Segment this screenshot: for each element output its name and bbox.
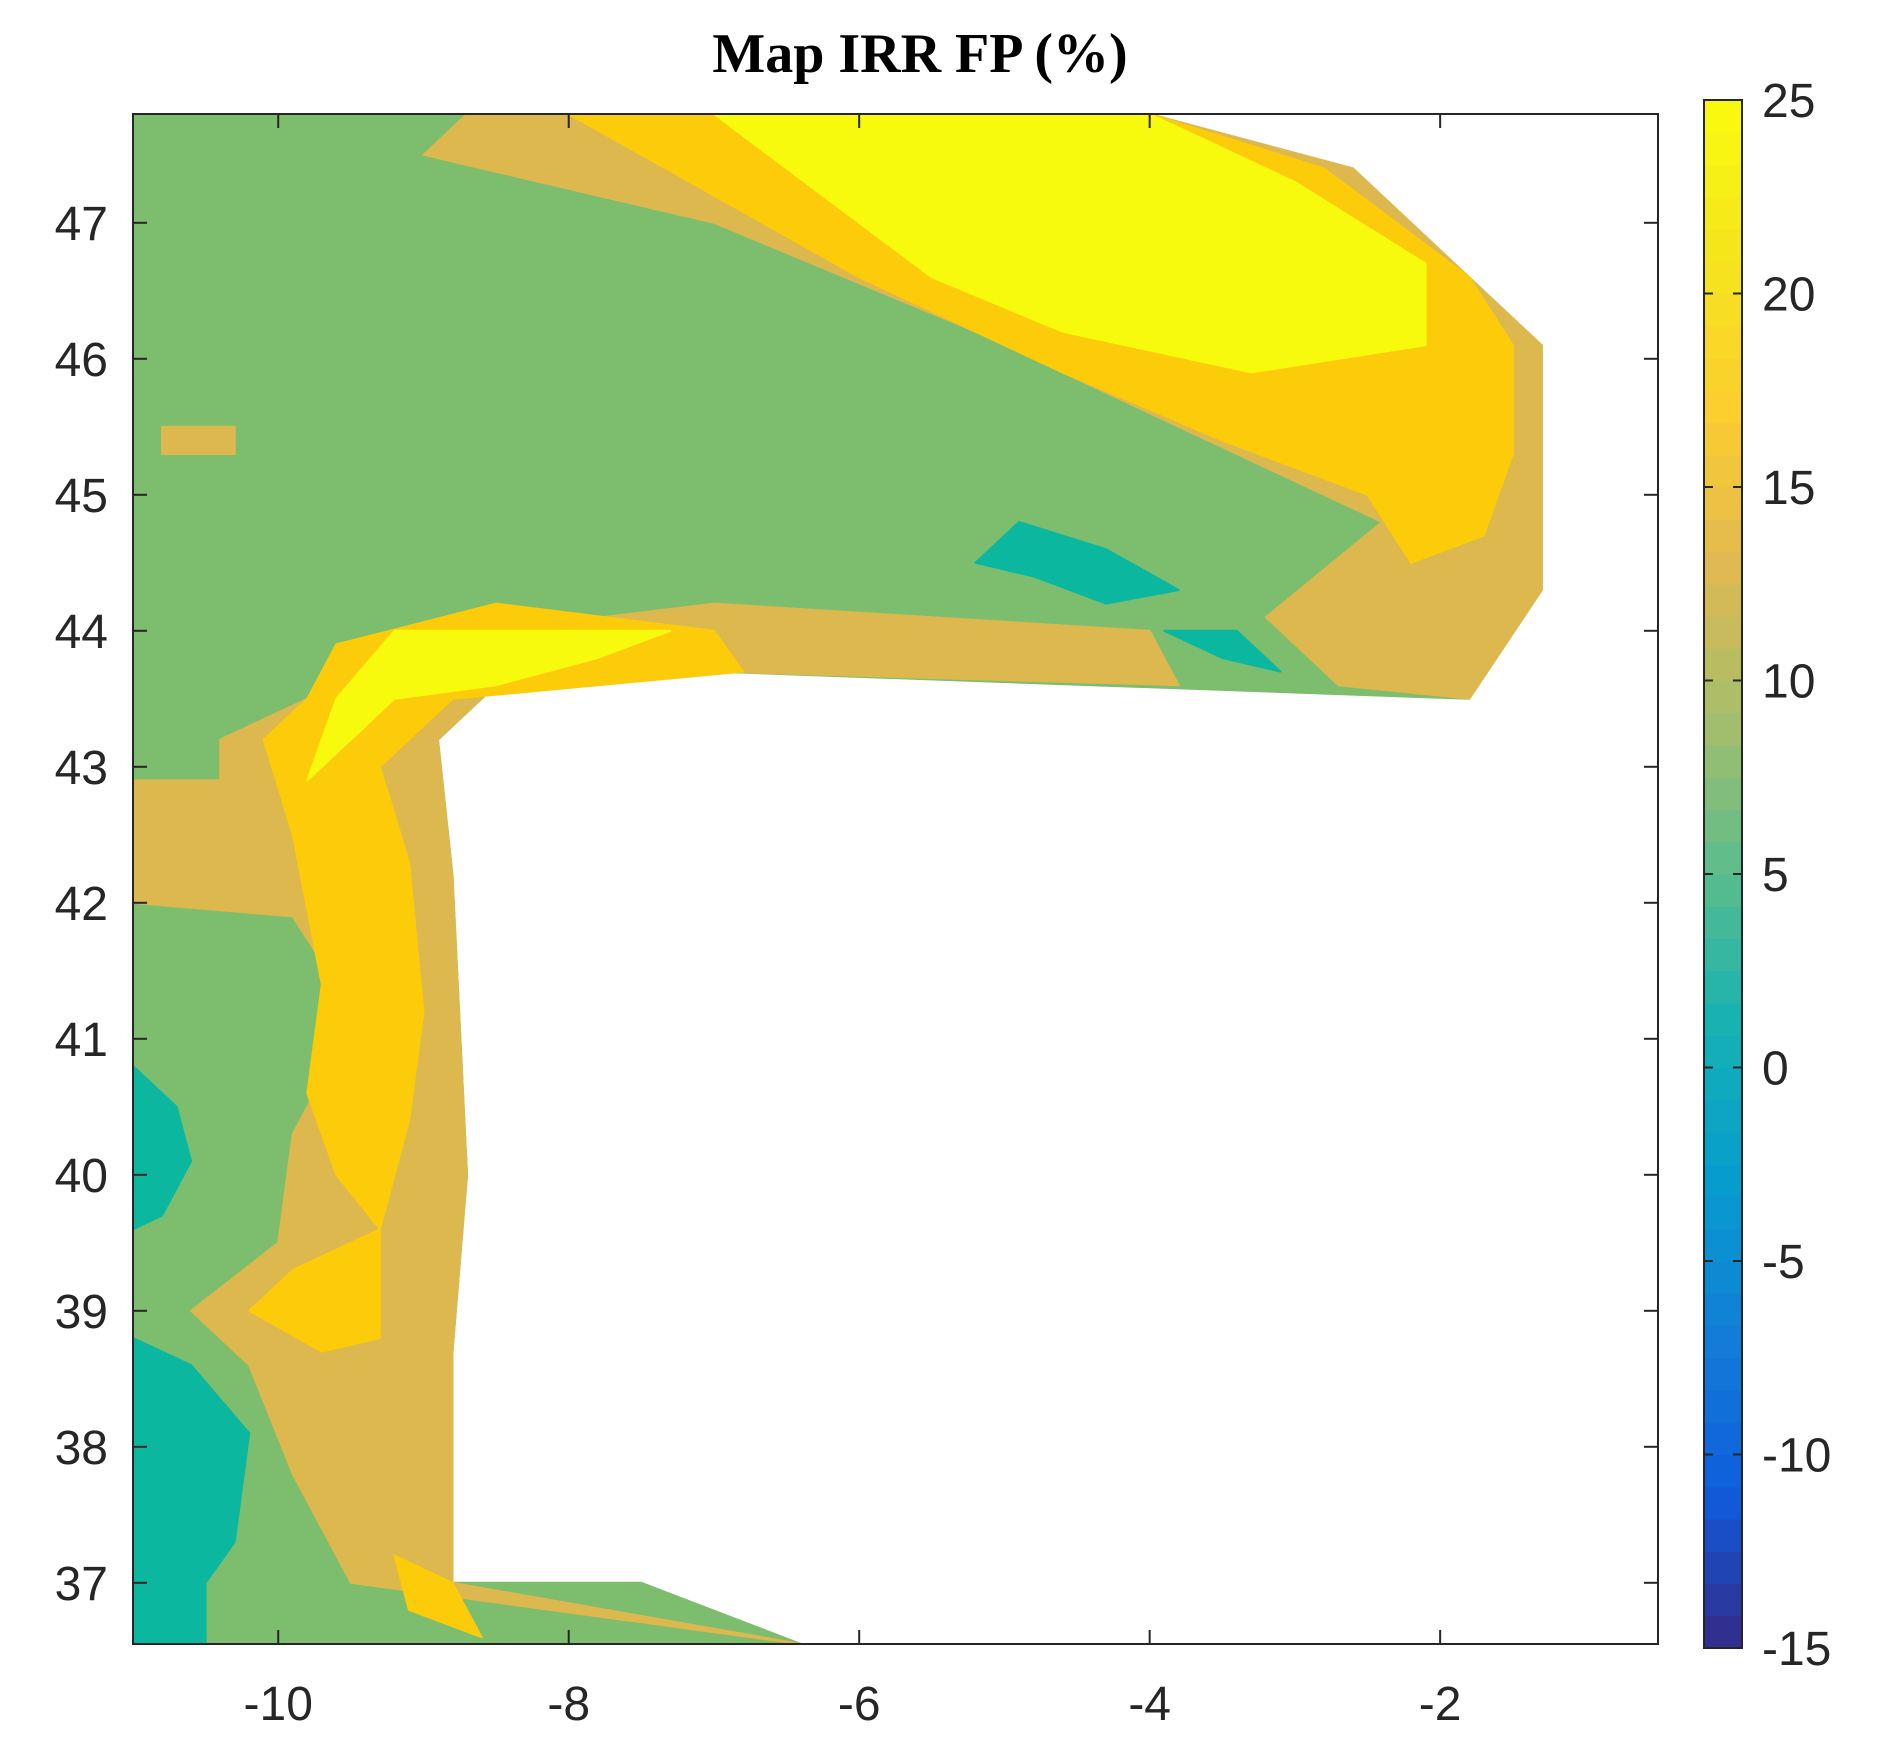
colorbar-band xyxy=(1704,1615,1742,1649)
contour-region-6 xyxy=(393,1554,483,1639)
colorbar-band xyxy=(1704,745,1742,778)
colorbar-band xyxy=(1704,1551,1742,1585)
colorbar-band xyxy=(1704,358,1742,391)
colorbar-band xyxy=(1704,648,1742,682)
colorbar-band xyxy=(1704,1454,1742,1488)
colorbar-tick-label: 25 xyxy=(1762,75,1815,128)
colorbar-band xyxy=(1704,616,1742,649)
y-tick-label: 42 xyxy=(55,878,108,931)
y-tick-label: 46 xyxy=(55,334,108,387)
colorbar-band xyxy=(1704,841,1742,875)
y-tick-label: 41 xyxy=(55,1014,108,1067)
colorbar-band xyxy=(1704,390,1742,424)
colorbar-band xyxy=(1704,1035,1742,1069)
colorbar-band xyxy=(1704,1099,1742,1133)
colorbar-band xyxy=(1704,487,1742,520)
contour-region-11 xyxy=(974,521,1180,605)
colorbar-tick-label: 20 xyxy=(1762,269,1815,322)
y-tick-label: 47 xyxy=(55,198,108,251)
colorbar-band xyxy=(1704,906,1742,940)
colorbar-band xyxy=(1704,293,1742,327)
x-tick-label: -6 xyxy=(838,1678,881,1731)
x-axis: -10 -8 -6 -4 -2 xyxy=(244,114,1462,1731)
colorbar-band xyxy=(1704,1132,1742,1165)
colorbar-tick-label: -10 xyxy=(1762,1430,1831,1483)
contour-region-3 xyxy=(161,425,236,455)
y-axis: 37 38 39 40 41 42 43 44 45 46 47 xyxy=(55,198,1658,1611)
colorbar-band xyxy=(1704,229,1742,262)
colorbar-band xyxy=(1704,132,1742,166)
contour-region-12 xyxy=(1163,629,1282,673)
colorbar-band xyxy=(1704,1325,1742,1359)
colorbar-band xyxy=(1704,196,1742,230)
colorbar-band xyxy=(1704,680,1742,714)
colorbar-band xyxy=(1704,1196,1742,1230)
colorbar-band xyxy=(1704,1519,1742,1552)
y-tick-label: 39 xyxy=(55,1286,108,1339)
plot-frame xyxy=(132,113,1659,1645)
y-tick-label: 37 xyxy=(55,1558,108,1611)
y-tick-label: 43 xyxy=(55,742,108,795)
x-tick-label: -10 xyxy=(244,1678,313,1731)
colorbar-band xyxy=(1704,583,1742,617)
colorbar-tick-label: 0 xyxy=(1762,1043,1789,1096)
colorbar-tick-label: 10 xyxy=(1762,656,1815,709)
colorbar-tick-label: -15 xyxy=(1762,1623,1831,1676)
colorbar-band xyxy=(1704,519,1742,553)
contour-region-5 xyxy=(248,602,744,1353)
colorbar-band xyxy=(1704,712,1742,746)
colorbar-band xyxy=(1704,454,1742,488)
colorbar-band xyxy=(1704,809,1742,843)
contour-region-10 xyxy=(133,1337,251,1644)
colorbar-band xyxy=(1704,100,1742,133)
colorbar-band xyxy=(1704,551,1742,585)
colorbar-band xyxy=(1704,1422,1742,1456)
colorbar-band xyxy=(1704,1486,1742,1520)
colorbar-band xyxy=(1704,325,1742,359)
contour-region-7 xyxy=(713,114,1427,374)
y-tick-label: 45 xyxy=(55,470,108,523)
colorbar-band xyxy=(1704,970,1742,1004)
colorbar-band xyxy=(1704,874,1742,907)
colorbar-band xyxy=(1704,1164,1742,1198)
y-tick-label: 38 xyxy=(55,1422,108,1475)
contour-region-9 xyxy=(133,1065,193,1231)
colorbar-band xyxy=(1704,164,1742,198)
colorbar-band xyxy=(1704,1228,1742,1262)
colorbar-band xyxy=(1704,1003,1742,1036)
colorbar-band xyxy=(1704,1261,1742,1294)
colorbar-tick-label: -5 xyxy=(1762,1236,1805,1289)
colorbar-band xyxy=(1704,1583,1742,1617)
x-tick-label: -8 xyxy=(547,1678,590,1731)
colorbar-band xyxy=(1704,1357,1742,1391)
colorbar-band xyxy=(1704,1067,1742,1101)
colorbar-tick-label: 5 xyxy=(1762,849,1789,902)
y-tick-label: 44 xyxy=(55,606,108,659)
colorbar-band xyxy=(1704,938,1742,972)
x-tick-label: -2 xyxy=(1419,1678,1462,1731)
contour-region-8 xyxy=(306,629,672,782)
colorbar-band xyxy=(1704,261,1742,295)
colorbar: -15 -10 -5 0 5 10 15 20 25 xyxy=(1703,75,1831,1676)
colorbar-band xyxy=(1704,422,1742,456)
colorbar-band xyxy=(1704,777,1742,811)
chart-title: Map IRR FP (%) xyxy=(712,23,1127,85)
colorbar-tick-label: 15 xyxy=(1762,462,1815,515)
map-contours xyxy=(133,114,1543,1644)
x-tick-label: -4 xyxy=(1128,1678,1171,1731)
colorbar-band xyxy=(1704,1293,1742,1327)
colorbar-band xyxy=(1704,1390,1742,1423)
y-tick-label: 40 xyxy=(55,1150,108,1203)
